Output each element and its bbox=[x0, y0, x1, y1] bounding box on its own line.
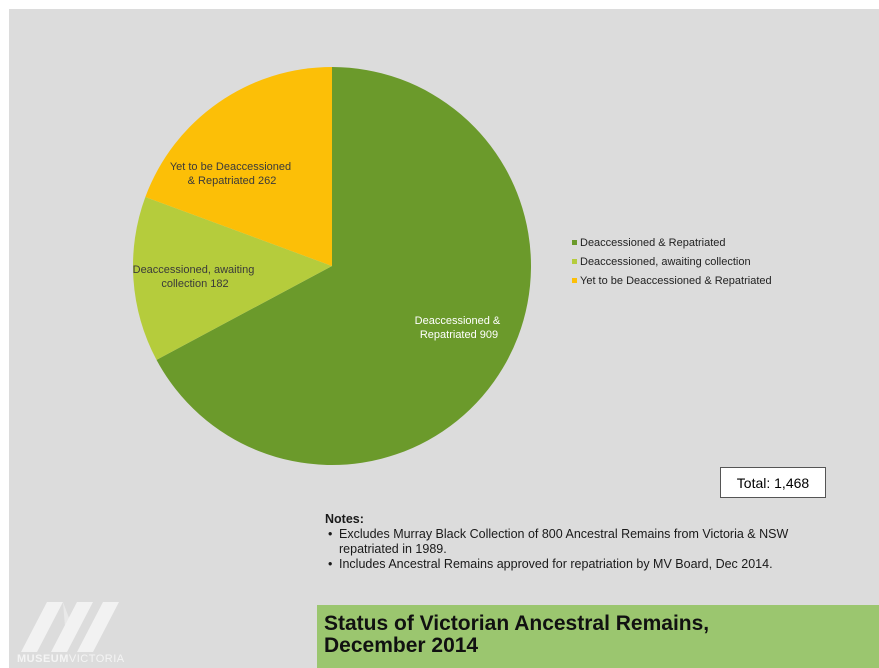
data-label-yet-to-be: Yet to be Deaccessioned & Repatriated 26… bbox=[170, 161, 294, 187]
legend-swatch-yet-to-be bbox=[572, 278, 577, 283]
note-item: Excludes Murray Black Collection of 800 … bbox=[328, 527, 845, 557]
pie-slice-awaiting bbox=[133, 196, 332, 360]
legend-item-repatriated: Deaccessioned & Repatriated bbox=[572, 233, 772, 252]
pie-slice-repatriated bbox=[156, 67, 531, 466]
note-item: Includes Ancestral Remains approved for … bbox=[328, 557, 845, 572]
title-line-2: December 2014 bbox=[324, 634, 479, 657]
total-box: Total: 1,468 bbox=[720, 467, 826, 498]
legend-item-yet-to-be: Yet to be Deaccessioned & Repatriated bbox=[572, 271, 772, 290]
legend-label: Deaccessioned & Repatriated bbox=[580, 236, 726, 249]
notes: Notes: Excludes Murray Black Collection … bbox=[325, 512, 845, 572]
legend-swatch-awaiting bbox=[572, 259, 577, 264]
pie-data-labels: Yet to be Deaccessioned & Repatriated 26… bbox=[133, 161, 504, 341]
legend-swatch-repatriated bbox=[572, 240, 577, 245]
data-label-awaiting: Deaccessioned, awaiting collection 182 bbox=[133, 264, 258, 290]
data-label-repatriated: Deaccessioned & Repatriated 909 bbox=[415, 315, 504, 341]
museum-victoria-logo-icon bbox=[21, 602, 119, 652]
legend-label: Deaccessioned, awaiting collection bbox=[580, 255, 751, 268]
logo-wordmark: MUSEUMVICTORIA bbox=[17, 653, 125, 665]
total-label: Total: 1,468 bbox=[736, 474, 810, 491]
title-bar: Status of Victorian Ancestral Remains, D… bbox=[317, 605, 879, 668]
notes-title: Notes: bbox=[325, 512, 364, 526]
title-line-1: Status of Victorian Ancestral Remains, bbox=[324, 612, 710, 635]
legend: Deaccessioned & Repatriated Deaccessione… bbox=[572, 233, 772, 290]
pie-slice-yet-to-be bbox=[145, 67, 332, 266]
pie-slices bbox=[133, 67, 531, 466]
slide: Yet to be Deaccessioned & Repatriated 26… bbox=[9, 9, 879, 668]
legend-item-awaiting: Deaccessioned, awaiting collection bbox=[572, 252, 772, 271]
legend-label: Yet to be Deaccessioned & Repatriated bbox=[580, 274, 772, 287]
notes-list: Excludes Murray Black Collection of 800 … bbox=[325, 527, 845, 572]
pie-chart: Yet to be Deaccessioned & Repatriated 26… bbox=[133, 67, 531, 466]
page-title: Status of Victorian Ancestral Remains, D… bbox=[324, 613, 709, 657]
